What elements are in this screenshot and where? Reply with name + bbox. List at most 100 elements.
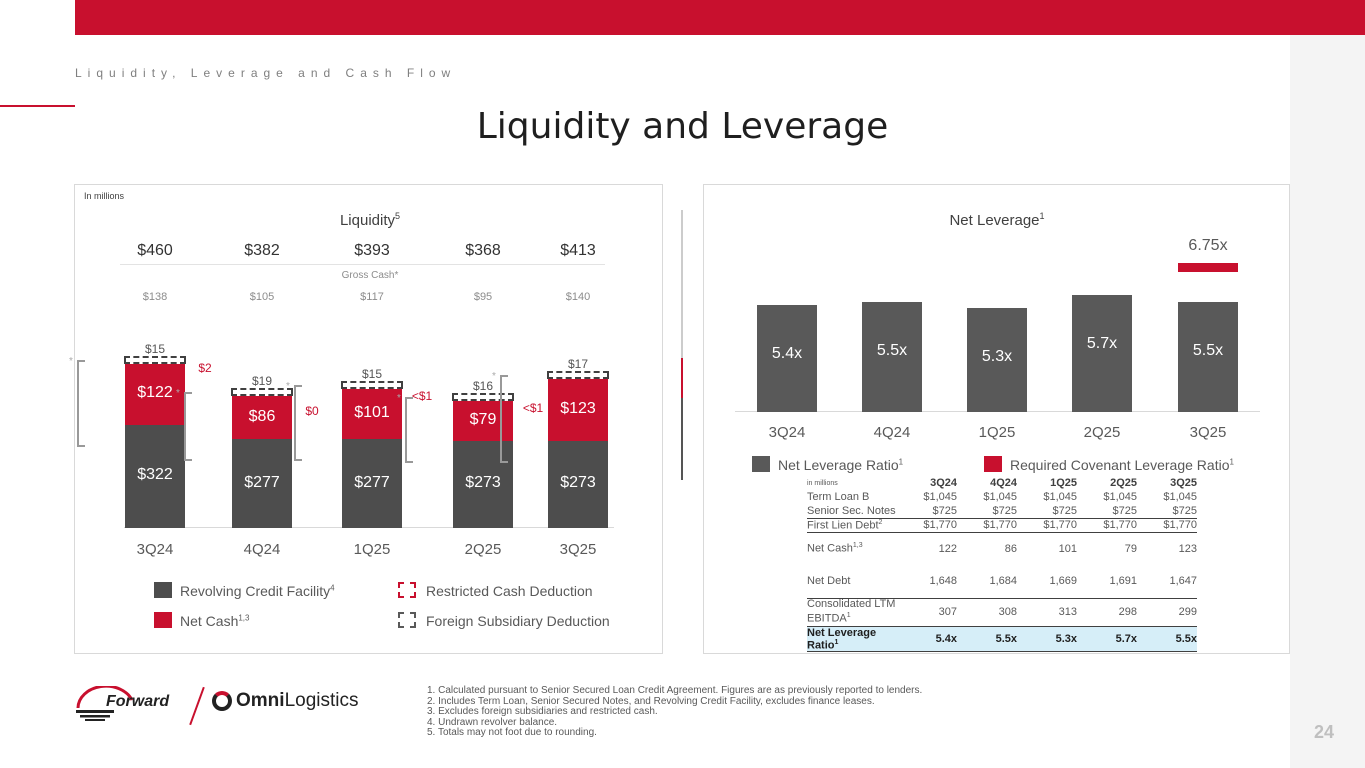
table-cell: 307 <box>897 597 957 626</box>
x-tick-label: 3Q25 <box>559 541 597 558</box>
bar-net-cash <box>342 388 402 440</box>
table-cell: $1,045 <box>1043 491 1077 503</box>
table-row: Net Cash1,3 122 86 101 79 123 <box>807 532 1197 565</box>
row-label-sup: 1 <box>834 638 839 646</box>
bar-rcf-label: $277 <box>244 473 280 491</box>
table-row: Consolidated LTM EBITDA1 307 308 313 298 299 <box>807 597 1197 626</box>
table-row: Net Debt 1,648 1,684 1,669 1,691 1,647 <box>807 565 1197 598</box>
table-cell: 1,691 <box>1109 575 1137 588</box>
table-cell: $1,045 <box>923 491 957 503</box>
bar-net-cash <box>548 379 608 441</box>
restricted-deduction-label: <$1 <box>411 388 433 403</box>
row-label-sup: 2 <box>878 518 883 526</box>
bar-rcf-label: $273 <box>465 474 501 492</box>
legend-restricted: Restricted Cash Deduction <box>426 583 593 599</box>
table-cell: 5.3x <box>1017 625 1077 653</box>
table-row: Senior Sec. Notes $725 $725 $725 $725 $725 <box>807 504 1197 518</box>
table-row: Net Leverage Ratio1 5.4x 5.5x 5.3x 5.7x 5.5x <box>807 625 1197 653</box>
legend-net-cash: Net Cash1,3 <box>180 613 250 629</box>
bar-net-cash-label: $86 <box>248 407 276 425</box>
bar-net-leverage <box>967 308 1027 412</box>
bar-rcf-label: $273 <box>560 474 596 492</box>
footnote: 5. Totals may not foot due to rounding. <box>427 727 597 738</box>
table-cell: 5.5x <box>1137 625 1197 653</box>
table-cell: $1,770 <box>1017 517 1077 533</box>
restricted-deduction-label: <$1 <box>522 401 544 416</box>
page-title: Liquidity and Leverage <box>476 106 889 147</box>
liquidity-total: $382 <box>244 242 280 259</box>
table-cell: $1,770 <box>957 517 1017 533</box>
table-column-header: 2Q25 <box>1110 477 1137 489</box>
bar-net-leverage-label: 5.4x <box>771 344 803 362</box>
divider <box>681 210 683 480</box>
table-column-header: 3Q24 <box>930 477 957 489</box>
table-cell: 86 <box>1004 542 1017 555</box>
table-cell: 298 <box>1077 597 1137 626</box>
bar-net-leverage <box>1072 295 1132 412</box>
forward-logo: Forward <box>74 684 194 722</box>
section-label: Liquidity, Leverage and Cash Flow <box>75 66 457 80</box>
bar-net-cash-label: $101 <box>354 404 390 422</box>
foreign-deduction-label: $17 <box>567 357 589 372</box>
bar-net-leverage <box>757 304 817 412</box>
table-cell: 5.4x <box>897 625 957 653</box>
bar-net-cash-label: $123 <box>560 399 596 417</box>
x-tick-label: 1Q25 <box>978 424 1016 441</box>
table-cell: 5.5x <box>957 625 1017 653</box>
foreign-deduction-box <box>341 380 403 389</box>
gross-cash-value: $140 <box>565 291 591 303</box>
table-cell: 123 <box>1178 542 1197 555</box>
net-leverage-title: Net Leverage1 <box>949 211 1045 229</box>
units-note: In millions <box>84 191 125 201</box>
table-header: in millions 3Q24 4Q24 1Q25 2Q25 3Q25 <box>807 476 1197 490</box>
table-row-label: Net Debt <box>807 565 897 598</box>
covenant-label: 6.75x <box>1188 236 1228 254</box>
bar-net-leverage-label: 5.5x <box>876 341 908 359</box>
bracket <box>77 359 85 447</box>
table-row-label: Net Cash1,3 <box>807 532 897 565</box>
table-cell: 308 <box>957 597 1017 626</box>
footnote: 4. Undrawn revolver balance. <box>427 716 558 728</box>
bar-net-leverage-label: 5.5x <box>1192 341 1224 359</box>
gross-cash-value: $95 <box>473 291 493 303</box>
table-row-label: Net Leverage Ratio1 <box>807 625 897 653</box>
restricted-deduction-label: $2 <box>198 360 212 375</box>
divider <box>681 358 683 398</box>
footnote: 2. Includes Term Loan, Senior Secured No… <box>427 695 875 707</box>
table-cell: $725 <box>1052 504 1077 517</box>
table-cell: $725 <box>1172 504 1197 517</box>
row-label: Consolidated LTM EBITDA <box>807 598 896 625</box>
bar-net-leverage-label: 5.3x <box>981 348 1013 365</box>
foreign-deduction-label: $15 <box>144 341 166 356</box>
row-label: Net Cash <box>807 543 853 556</box>
table-cell: 1,684 <box>989 575 1017 588</box>
bracket <box>184 392 192 462</box>
row-label-sup: 1,3 <box>852 542 863 550</box>
table-cell: 79 <box>1124 542 1137 555</box>
bar-net-leverage <box>1178 301 1238 412</box>
x-tick-label: 3Q24 <box>768 424 806 441</box>
x-tick-label: 2Q25 <box>1083 424 1121 441</box>
legend-swatch-covenant <box>984 456 1002 472</box>
legend-foreign: Foreign Subsidiary Deduction <box>426 613 610 629</box>
divider <box>681 358 683 480</box>
table-row-label: Term Loan B <box>807 490 897 504</box>
x-tick-label: 2Q25 <box>464 541 502 558</box>
svg-text:Forward: Forward <box>106 693 170 710</box>
x-tick-label: 3Q24 <box>136 541 174 558</box>
foreign-deduction-box <box>231 388 293 397</box>
bar-rcf <box>232 439 292 528</box>
legend-swatch-rcf <box>154 582 172 598</box>
liquidity-total: $460 <box>137 242 173 259</box>
table-units: in millions <box>807 479 838 487</box>
row-label-sup: 1 <box>846 612 851 620</box>
table-row: First Lien Debt2 $1,770 $1,770 $1,770 $1,770… <box>807 517 1197 533</box>
bar-net-cash-label: $122 <box>137 384 173 402</box>
liquidity-total: $368 <box>465 242 501 259</box>
foreign-deduction-label: $19 <box>251 374 273 389</box>
legend-rcf: Revolving Credit Facility4 <box>180 583 335 599</box>
restricted-deduction-label: $0 <box>305 404 319 419</box>
table-cell: $725 <box>932 504 957 517</box>
legend-swatch-net-cash <box>154 612 172 628</box>
bar-rcf <box>342 439 402 528</box>
